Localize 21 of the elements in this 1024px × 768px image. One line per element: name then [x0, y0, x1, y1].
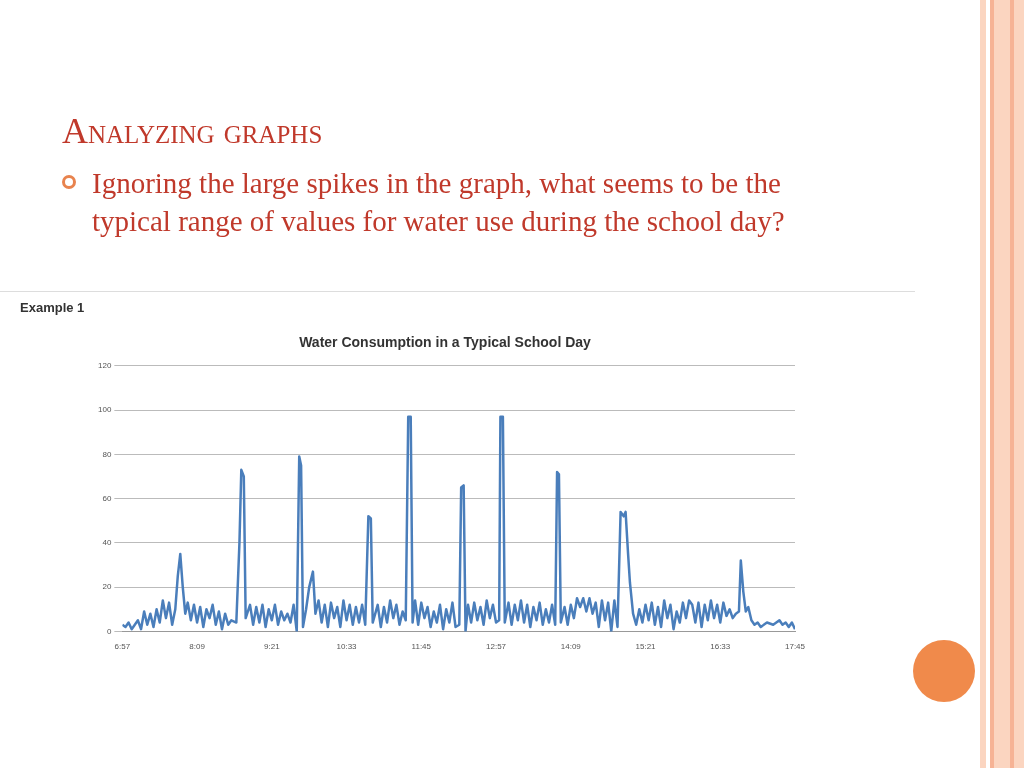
y-tick-label: 0 [106, 626, 112, 636]
x-tick-label: 8:09 [189, 642, 206, 652]
x-tick-label: 12:57 [486, 642, 507, 652]
y-tick-label: 40 [102, 538, 112, 548]
x-tick-label: 16:33 [710, 642, 731, 652]
x-tick-label: 11:45 [411, 642, 432, 652]
chart-title: Water Consumption in a Typical School Day [299, 334, 592, 351]
x-tick-label: 14:09 [560, 642, 582, 652]
y-tick-label: 120 [97, 361, 112, 370]
x-tick-label: 10:33 [336, 642, 358, 652]
text: Example 1 [20, 300, 85, 315]
x-tick-label: 6:57 [114, 642, 131, 652]
text: Analyzing graphs [62, 110, 323, 152]
text: Ignoring the large spikes in the graph, what seems to be the typical range of values for water use during the school day? [92, 166, 786, 239]
y-tick-label: 100 [97, 405, 112, 415]
x-tick-label: 17:45 [784, 642, 806, 652]
y-tick-label: 60 [102, 493, 112, 503]
x-tick-label: 15:21 [635, 642, 657, 652]
y-tick-label: 20 [102, 582, 112, 592]
x-tick-label: 9:21 [264, 642, 281, 652]
y-tick-label: 80 [102, 449, 112, 459]
